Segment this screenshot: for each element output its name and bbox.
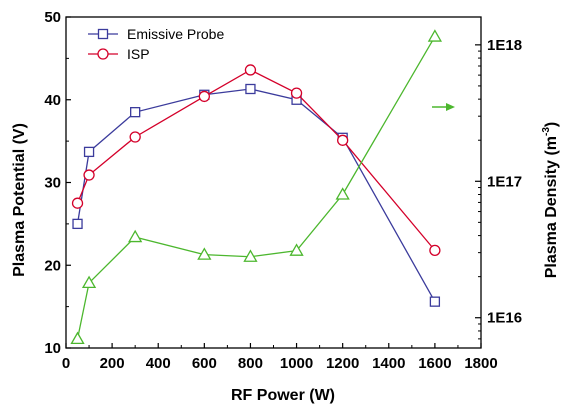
- data-point-s2-5: [289, 243, 304, 256]
- tick-labels: 0 200 400 600 800 1000 1200 1400 1600 1800 10 20 30 4…: [44, 9, 522, 372]
- data-point-s1-7: [429, 244, 441, 257]
- series-line-2: [76, 36, 436, 339]
- data-point-s0-7: [429, 296, 441, 307]
- x-tick-label-9: 1800: [464, 355, 497, 372]
- series-line-1: [76, 69, 436, 251]
- y-axis-right-title-main: Plasma Density (m: [543, 136, 560, 278]
- x-axis-title: RF Power (W): [231, 387, 335, 404]
- y-right-tick-label-2: 1E18: [487, 37, 522, 54]
- y-right-tick-label-1: 1E17: [487, 173, 522, 190]
- y-left-tick-label-1: 20: [44, 257, 61, 274]
- series-layer: [70, 29, 443, 345]
- data-point-s1-3: [198, 90, 210, 103]
- y-axis-left-title: Plasma Potential (V): [11, 123, 28, 277]
- data-point-s0-0: [72, 218, 83, 230]
- tick-marks: [65, 16, 482, 349]
- data-point-s2-4: [243, 249, 258, 262]
- x-tick-label-2: 400: [146, 355, 171, 372]
- x-tick-label-8: 1600: [418, 355, 451, 372]
- y-left-tick-label-3: 40: [44, 92, 61, 109]
- y-axis-right-title-close: ): [543, 122, 560, 127]
- x-tick-label-4: 800: [238, 355, 263, 372]
- data-point-s2-7: [427, 29, 443, 42]
- legend-label-emissive: Emissive Probe: [127, 26, 224, 42]
- y-left-tick-label-4: 50: [44, 9, 61, 26]
- arrow-head: [446, 103, 455, 111]
- x-tick-label-3: 600: [192, 355, 217, 372]
- data-point-s2-6: [335, 187, 350, 200]
- legend: Emissive Probe ISP: [88, 26, 224, 62]
- data-point-s1-0: [71, 197, 84, 209]
- legend-marker-isp: [97, 48, 109, 60]
- data-point-s2-0: [70, 331, 85, 345]
- y-left-tick-label-2: 30: [44, 175, 61, 192]
- data-point-s1-6: [337, 134, 349, 146]
- series-line-0: [76, 88, 436, 302]
- x-tick-label-5: 1000: [280, 355, 313, 372]
- x-tick-label-0: 0: [62, 355, 70, 372]
- data-point-s2-3: [197, 247, 212, 260]
- legend-marker-emissive: [97, 28, 109, 40]
- right-axis-arrow: [432, 103, 455, 111]
- data-point-s1-2: [129, 131, 141, 143]
- data-point-s1-1: [83, 169, 95, 181]
- x-tick-label-1: 200: [100, 355, 125, 372]
- y-left-tick-label-0: 10: [44, 340, 61, 357]
- y-axis-right-title: Plasma Density (m-3): [541, 122, 560, 279]
- data-point-s0-4: [245, 83, 256, 95]
- y-right-tick-label-0: 1E16: [487, 310, 522, 327]
- data-point-s1-5: [290, 87, 303, 99]
- x-tick-label-6: 1200: [326, 355, 359, 372]
- legend-label-isp: ISP: [127, 46, 150, 62]
- x-tick-label-7: 1400: [372, 355, 405, 372]
- y-axis-right-title-exponent: -3: [541, 127, 552, 136]
- data-point-s0-2: [130, 107, 141, 118]
- data-point-s2-2: [128, 229, 143, 243]
- plot-frame: [65, 16, 482, 349]
- data-point-s1-4: [244, 64, 257, 76]
- data-point-s2-1: [81, 275, 97, 289]
- data-point-s0-1: [83, 146, 95, 158]
